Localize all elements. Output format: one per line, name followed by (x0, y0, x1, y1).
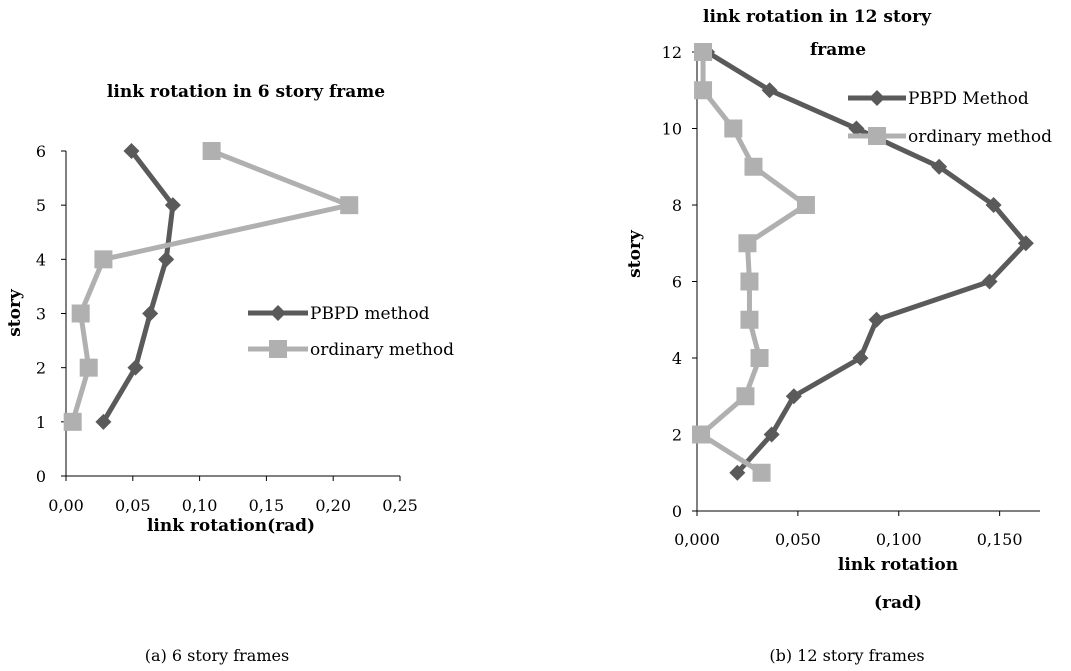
x-tick-label: 0,00 (48, 496, 84, 515)
diamond-marker (127, 359, 144, 376)
square-marker (202, 142, 221, 160)
legend-label: ordinary method (310, 340, 454, 360)
chart-title-line1: link rotation in 12 story (703, 7, 932, 27)
y-tick-label: 4 (672, 349, 682, 368)
diamond-marker (142, 305, 159, 322)
x-axis-label-line1: link rotation (838, 555, 958, 575)
y-ticks: 0 1 2 3 4 5 6 (36, 142, 66, 486)
legend: PBPD method ordinary method (248, 304, 454, 360)
diamond-marker (785, 388, 802, 405)
x-tick-label: 0,000 (674, 530, 720, 549)
series-line (70, 148, 352, 423)
square-marker (692, 425, 711, 444)
diamond-marker (985, 197, 1002, 213)
series-group (692, 43, 1034, 482)
diamond-marker (1017, 235, 1034, 252)
y-tick-label: 6 (36, 142, 46, 161)
y-tick-label: 10 (662, 120, 682, 139)
square-marker (71, 304, 90, 323)
y-tick-label: 2 (36, 359, 46, 378)
series-group (63, 142, 359, 431)
series-line (101, 149, 176, 424)
y-tick-label: 5 (36, 196, 46, 215)
square-marker (340, 196, 359, 215)
diamond-marker (763, 426, 780, 443)
y-tick-label: 12 (662, 43, 682, 62)
square-marker (752, 463, 771, 482)
square-marker (63, 412, 82, 431)
y-tick-label: 4 (36, 250, 46, 269)
x-tick-label: 0,10 (182, 496, 218, 515)
x-tick-label: 0,25 (382, 496, 418, 515)
chart-title-line2: frame (810, 40, 866, 60)
square-marker (750, 349, 769, 367)
square-marker (738, 234, 757, 253)
x-ticks: 0,00 0,05 0,10 0,15 0,20 0,25 (48, 476, 418, 515)
y-tick-label: 1 (36, 413, 46, 432)
series-line (698, 52, 809, 475)
diamond-marker (852, 350, 869, 366)
square-marker (694, 43, 713, 61)
diamond-marker (981, 273, 998, 290)
x-tick-label: 0,100 (876, 530, 922, 549)
legend-label: ordinary method (908, 127, 1052, 147)
chart-6-story: link rotation in 6 story frame 0 1 2 3 4 5 6 0… (5, 82, 454, 665)
y-tick-label: 0 (36, 467, 46, 486)
x-tick-label: 0,15 (249, 496, 285, 515)
x-axis-label-line2: (rad) (874, 593, 922, 613)
x-axis-label: link rotation(rad) (147, 516, 315, 536)
square-marker (724, 119, 743, 138)
diamond-marker (123, 143, 140, 159)
legend-label: PBPD Method (908, 89, 1029, 109)
caption: (b) 12 story frames (769, 646, 924, 665)
chart-12-story: link rotation in 12 story frame 0 2 4 6 8 10 1… (625, 7, 1052, 665)
y-axis-label: story (5, 288, 25, 337)
y-axis-label: story (625, 229, 645, 278)
legend-label: PBPD method (310, 304, 430, 324)
y-ticks: 0 2 4 6 8 10 12 (662, 43, 697, 521)
diamond-marker (868, 311, 885, 328)
diamond-marker (158, 251, 175, 268)
y-tick-label: 8 (672, 196, 682, 215)
legend-marker (269, 340, 287, 358)
x-tick-label: 0,050 (775, 530, 821, 549)
square-marker (740, 272, 759, 291)
square-marker (79, 358, 98, 377)
square-marker (740, 310, 759, 329)
diamond-marker (729, 464, 746, 481)
y-tick-label: 0 (672, 502, 682, 521)
diamond-marker (848, 120, 865, 137)
chart-title: link rotation in 6 story frame (107, 82, 385, 102)
diamond-marker (931, 158, 948, 175)
y-tick-label: 2 (672, 426, 682, 445)
x-tick-label: 0,05 (115, 496, 151, 515)
legend-marker (270, 305, 286, 321)
square-marker (94, 250, 113, 269)
legend-marker (868, 127, 886, 145)
legend: PBPD Method ordinary method (848, 89, 1052, 147)
legend-marker (869, 90, 885, 106)
diamond-marker (95, 413, 112, 430)
square-marker (736, 387, 755, 406)
square-marker (744, 157, 763, 176)
caption: (a) 6 story frames (145, 646, 289, 665)
diamond-marker (164, 197, 181, 214)
x-tick-label: 0,150 (977, 530, 1023, 549)
square-marker (694, 81, 713, 100)
x-tick-label: 0,20 (315, 496, 351, 515)
y-tick-label: 6 (672, 273, 682, 292)
x-ticks: 0,000 0,050 0,100 0,150 (674, 511, 1023, 549)
diamond-marker (761, 82, 778, 99)
square-marker (796, 196, 815, 214)
y-tick-label: 3 (36, 305, 46, 324)
